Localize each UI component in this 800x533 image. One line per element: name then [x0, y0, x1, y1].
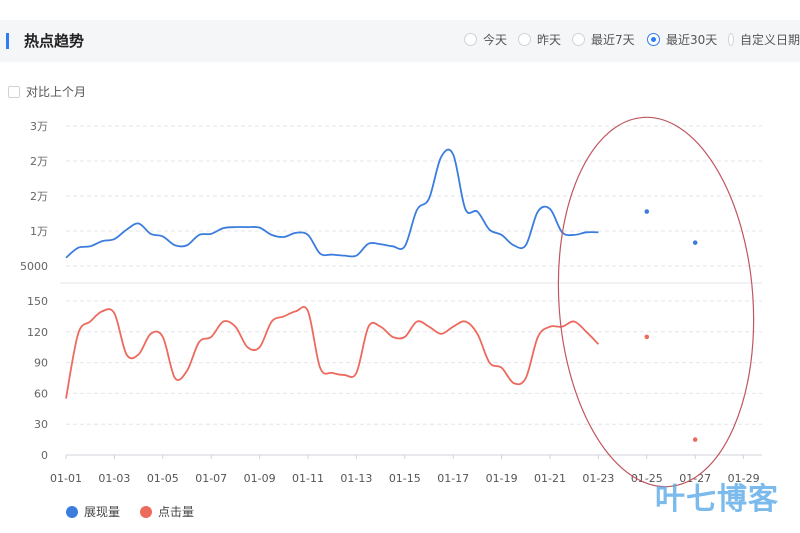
y-tick-label: 150: [27, 295, 48, 308]
clicks-y-axis: 0 30 60 90 120 150: [27, 295, 48, 462]
legend-item-clicks[interactable]: 点击量: [140, 503, 194, 520]
x-tick-label: 01-15: [389, 472, 421, 485]
range-option-label: 最近7天: [591, 33, 635, 47]
range-option-7days[interactable]: 最近7天: [572, 31, 635, 48]
x-tick-label: 01-17: [437, 472, 469, 485]
x-axis: 01-01 01-03 01-05 01-07 01-09 01-11 01-13 01-15…: [50, 455, 760, 485]
y-tick-label: 0: [41, 449, 48, 462]
x-tick-label: 01-23: [582, 472, 614, 485]
checkbox-icon: [8, 85, 20, 98]
y-tick-label: 90: [34, 357, 48, 370]
legend-dot-icon: [66, 505, 78, 518]
y-tick-label: 2万: [30, 190, 48, 203]
watermark-logo: 叶七博客: [655, 482, 779, 517]
x-tick-label: 01-11: [292, 472, 324, 485]
legend-label: 展现量: [84, 505, 121, 519]
series-layer: [65, 148, 698, 442]
x-tick-label: 01-19: [486, 472, 518, 485]
y-tick-label: 5000: [20, 260, 48, 273]
y-tick-label: 30: [34, 418, 48, 431]
impressions-y-axis: 5000 1万 2万 2万 3万: [20, 120, 48, 273]
impressions-point: [644, 209, 650, 214]
annotation-layer: [557, 116, 755, 488]
title-accent-bar: [6, 33, 9, 49]
range-option-label: 今天: [483, 33, 508, 47]
range-option-label: 自定义日期: [739, 33, 800, 47]
x-tick-label: 01-09: [244, 472, 276, 485]
clicks-line: [65, 306, 600, 399]
y-tick-label: 2万: [30, 155, 48, 168]
x-tick-label: 01-29: [728, 472, 760, 485]
legend-label: 点击量: [158, 505, 195, 519]
compare-last-month-toggle[interactable]: 对比上个月: [8, 83, 86, 100]
y-tick-label: 120: [27, 326, 48, 339]
x-tick-label: 01-13: [340, 472, 372, 485]
radio-selected-icon: [647, 33, 660, 46]
compare-label: 对比上个月: [26, 85, 87, 99]
range-option-today[interactable]: 今天: [464, 31, 507, 48]
radio-icon: [464, 33, 477, 46]
x-tick-label: 01-25: [631, 472, 663, 485]
x-tick-label: 01-03: [98, 472, 130, 485]
x-tick-label: 01-05: [147, 472, 179, 485]
clicks-point: [644, 334, 650, 340]
legend-dot-icon: [140, 505, 152, 518]
radio-icon: [572, 33, 585, 46]
range-option-custom[interactable]: 自定义日期: [728, 31, 800, 48]
grid-lines: [60, 125, 762, 456]
impressions-point: [692, 240, 698, 245]
y-tick-label: 3万: [30, 120, 48, 133]
impressions-line: [65, 148, 599, 259]
radio-icon: [728, 33, 734, 46]
header-bar: [0, 20, 800, 62]
x-tick-label: 01-07: [195, 472, 227, 485]
range-option-label: 昨天: [537, 33, 562, 47]
x-tick-label: 01-01: [50, 472, 82, 485]
range-option-label: 最近30天: [666, 33, 718, 47]
clicks-point: [692, 437, 698, 442]
x-tick-label: 01-21: [534, 472, 566, 485]
range-option-yesterday[interactable]: 昨天: [518, 31, 561, 48]
y-tick-label: 60: [34, 387, 48, 400]
radio-icon: [518, 33, 531, 46]
page-title: 热点趋势: [24, 32, 85, 50]
range-option-30days[interactable]: 最近30天: [647, 31, 717, 48]
legend-item-impressions[interactable]: 展现量: [66, 503, 120, 520]
annotation-circle: [557, 116, 755, 488]
y-tick-label: 1万: [30, 225, 48, 238]
